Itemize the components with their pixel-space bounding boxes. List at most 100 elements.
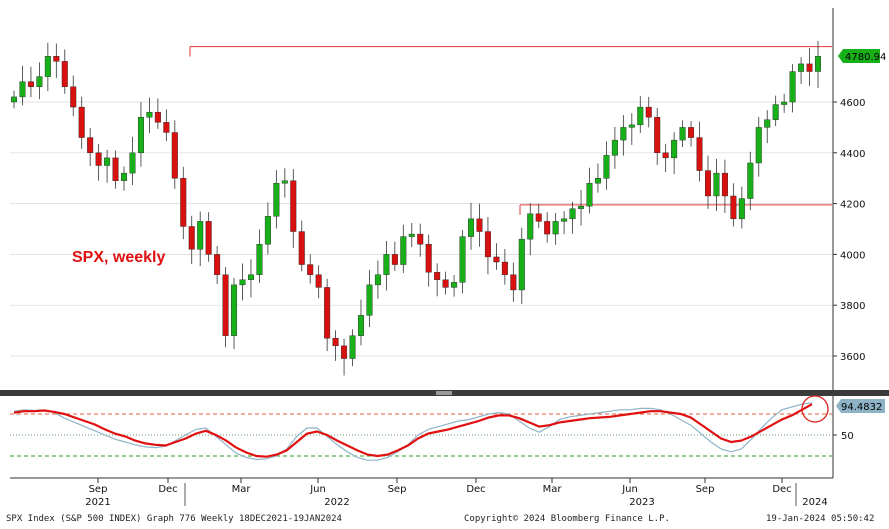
candle-body [764, 119, 771, 128]
candle-body [738, 198, 745, 220]
x-month-label: Dec [772, 484, 791, 495]
indicator-tick-label: 50 [841, 431, 854, 442]
candles [10, 41, 822, 376]
candle-body [324, 287, 331, 339]
candle-body [434, 271, 441, 280]
candle-body [290, 180, 297, 232]
candle-body [27, 81, 34, 87]
candle-body [231, 284, 238, 336]
candle-body [501, 261, 508, 275]
candle-body [341, 345, 348, 359]
candle-body [468, 218, 475, 237]
candle-body [586, 183, 593, 207]
x-axis-ticks: Sep Dec Mar Jun Sep Dec Mar Jun Sep Dec 2021 2022 20… [85, 478, 828, 508]
candle-body [391, 254, 398, 265]
x-year-label: 2022 [324, 497, 349, 508]
x-month-label: Jun [309, 484, 326, 495]
candle-body [87, 137, 94, 153]
candle-body [535, 213, 542, 222]
candle-body [510, 274, 517, 291]
candle-body [171, 132, 178, 179]
candle-body [594, 177, 601, 184]
footer-center: Copyright© 2024 Bloomberg Finance L.P. [464, 514, 670, 524]
candle-body [459, 236, 466, 283]
footer-left: SPX Index (S&P 500 INDEX) Graph 776 Week… [6, 514, 342, 524]
price-tick-label: 3800 [840, 301, 865, 312]
candle-body [137, 117, 144, 153]
x-month-label: Dec [158, 484, 177, 495]
candle-body [315, 274, 322, 288]
candle-body [95, 152, 102, 166]
resistance-lines [189, 46, 832, 215]
candle-body [163, 122, 170, 133]
candle-body [713, 172, 720, 197]
x-month-label: Sep [89, 484, 108, 495]
candle-body [408, 233, 415, 237]
last-value-tag [838, 49, 880, 64]
footer-right: 19-Jan-2024 05:50:42 [766, 514, 874, 524]
candle-body [628, 124, 635, 128]
candle-body [121, 172, 128, 181]
candle-body [476, 218, 483, 232]
indicator-ticks: 50 [833, 431, 854, 442]
candle-body [332, 338, 339, 347]
price-tick-label: 3600 [840, 352, 865, 363]
candle-body [772, 104, 779, 120]
candle-body [798, 63, 805, 72]
candle-body [188, 226, 195, 250]
candle-body [518, 238, 525, 291]
candle-body [146, 111, 153, 118]
indicator-value-tag [836, 399, 885, 413]
candle-body [527, 213, 534, 240]
x-month-label: Sep [388, 484, 407, 495]
indicator-value-label: 94.4832 [841, 402, 882, 413]
price-gridlines [10, 101, 832, 357]
candle-body [61, 61, 68, 87]
x-month-label: Dec [466, 484, 485, 495]
last-value-label: 4780.94 [845, 52, 886, 63]
candle-body [10, 96, 17, 103]
candle-body [205, 221, 212, 255]
candle-body [569, 208, 576, 220]
candle-body [36, 76, 43, 87]
candle-body [544, 221, 551, 235]
candle-body [256, 244, 263, 275]
candle-body [552, 221, 559, 235]
indicator-reference-lines [10, 413, 832, 457]
candle-body [197, 221, 204, 250]
candle-body [747, 162, 754, 199]
candle-body [730, 195, 737, 220]
highlight-circle [801, 395, 829, 423]
price-tick-label: 4400 [840, 149, 865, 160]
candle-body [298, 231, 305, 265]
candle-body [273, 183, 280, 217]
candle-body [451, 282, 458, 288]
x-month-label: Mar [232, 484, 252, 495]
divider-grip[interactable] [436, 391, 452, 395]
indicator-lines [13, 402, 813, 461]
candle-body [154, 111, 161, 123]
candle-body [129, 152, 136, 174]
price-panel [10, 8, 832, 390]
price-tick-label: 4200 [840, 200, 865, 211]
candle-body [383, 254, 390, 275]
candle-body [704, 170, 711, 197]
x-month-label: Mar [543, 484, 563, 495]
candle-body [721, 172, 728, 197]
candle-body [222, 274, 229, 336]
candle-body [366, 284, 373, 316]
candle-body [781, 101, 788, 105]
candle-body [19, 81, 26, 98]
candle-body [789, 71, 796, 103]
candle-body [696, 137, 703, 171]
indicator-series-line [13, 402, 813, 461]
candle-body [374, 274, 381, 286]
x-year-label: 2021 [85, 497, 110, 508]
candle-body [755, 127, 762, 164]
chart-annotation: SPX, weekly [72, 249, 165, 266]
candle-body [239, 279, 246, 286]
candle-body [662, 152, 669, 159]
candle-body [603, 155, 610, 179]
